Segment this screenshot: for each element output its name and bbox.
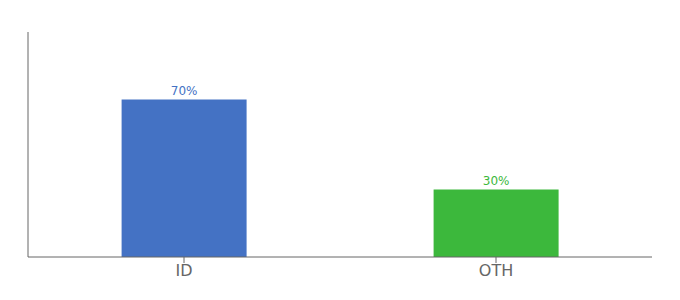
svg-text:OTH: OTH — [479, 261, 513, 280]
svg-text:30%: 30% — [483, 174, 510, 188]
svg-text:ID: ID — [175, 261, 192, 280]
svg-text:70%: 70% — [171, 84, 198, 98]
